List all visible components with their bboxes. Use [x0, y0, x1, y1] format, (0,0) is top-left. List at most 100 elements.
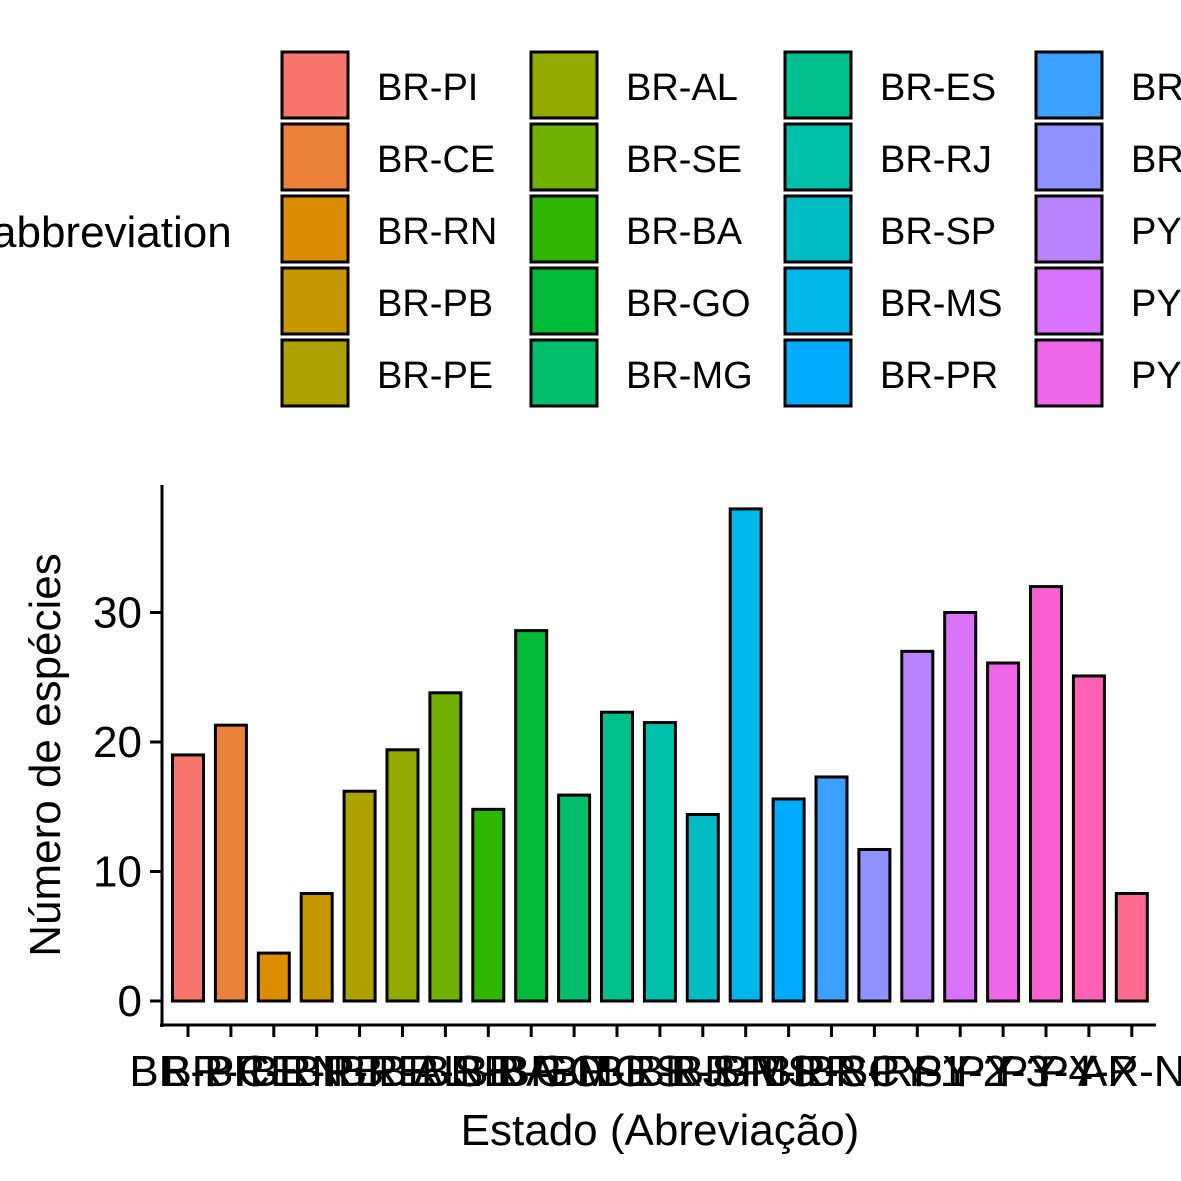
legend-items: BR-PI BR-CE BR-RN BR-PB BR-PE BR-AL BR-SE BR-BA…: [280, 50, 1181, 408]
x-tick-label: BR-CE: [162, 1047, 299, 1096]
legend-label: BR-PB: [377, 283, 493, 325]
bar-py-2: [943, 611, 978, 1003]
x-tick-label: BR-PB: [249, 1047, 383, 1096]
legend-label: BR-MS: [880, 283, 1002, 325]
x-tick-label: BR-ES: [550, 1047, 684, 1096]
legend-swatch: [280, 266, 350, 336]
bar-ar-n: [1114, 892, 1149, 1003]
bar-py-4: [1029, 585, 1063, 1003]
legend-label: BR-PI: [377, 67, 478, 109]
y-axis-title: Número de espécies: [21, 553, 70, 957]
legend-swatch: [783, 122, 853, 192]
legend-label: BR-PE: [377, 355, 493, 397]
y-tick-label: 10: [93, 848, 142, 897]
x-tick-label: BR-MS: [675, 1047, 817, 1096]
legend-label: PY: [1131, 355, 1181, 397]
legend-label: BR-SP: [880, 211, 996, 253]
legend-label: BR-RJ: [880, 139, 992, 181]
legend-swatch: [1034, 50, 1104, 120]
y-tick-label: 30: [93, 589, 142, 638]
legend-swatch: [783, 50, 853, 120]
legend-title: abbreviation: [0, 208, 232, 257]
bar-br-pi: [171, 753, 205, 1003]
bar-py-x: [1071, 674, 1106, 1003]
bar-br-rn: [256, 951, 291, 1003]
legend-label: BR-PR: [880, 355, 998, 397]
bar-br-es: [600, 710, 634, 1003]
x-tick-label: BR-PE: [292, 1047, 426, 1096]
bar-br-rs: [857, 847, 892, 1003]
x-tick-label: PY-4: [999, 1047, 1093, 1096]
x-tick-label: BR-SC: [763, 1047, 900, 1096]
legend-swatch: [1034, 194, 1104, 264]
x-tick-label: BR-RS: [806, 1047, 943, 1096]
x-tick-label: BR-SP: [636, 1047, 770, 1096]
legend-swatch: [529, 194, 599, 264]
legend-label: BR-ES: [880, 67, 996, 109]
bar-br-pr: [771, 797, 806, 1003]
x-tick-label: AR-N: [1078, 1047, 1181, 1096]
bar-br-ce: [213, 723, 248, 1003]
x-tick-label: PY-3: [956, 1047, 1050, 1096]
legend-swatch: [280, 338, 350, 408]
bar-br-ba: [471, 807, 506, 1003]
x-tick-label: BR-PI: [129, 1047, 246, 1096]
x-tick-label: BR-MG: [501, 1047, 648, 1096]
legend-swatch: [783, 194, 853, 264]
legend-label: BR-AL: [626, 67, 738, 109]
bar-br-pb: [299, 892, 334, 1003]
legend-swatch: [529, 122, 599, 192]
bar-br-go: [514, 629, 549, 1003]
legend-swatch: [280, 194, 350, 264]
bar-br-mg: [557, 793, 592, 1003]
y-ticks: 0 10 20 30: [93, 589, 162, 1026]
x-ticks: BR-PIBR-CEBR-RNBR-PBBR-PEBR-ALBR-SEBR-BA…: [129, 1025, 1181, 1096]
bar-br-se: [428, 691, 463, 1003]
legend-label: PY: [1131, 283, 1181, 325]
legend-label: BR-SE: [626, 139, 742, 181]
legend-label: BR-CE: [377, 139, 495, 181]
bars: [171, 507, 1149, 1003]
x-axis-title: Estado (Abreviação): [461, 1106, 860, 1155]
x-tick-label: BR-GO: [459, 1047, 603, 1096]
legend-label: BR: [1131, 67, 1181, 109]
legend-label: BR-RN: [377, 211, 497, 253]
legend-label: BR-BA: [626, 211, 743, 253]
legend-swatch: [783, 338, 853, 408]
legend-swatch: [280, 122, 350, 192]
legend-label: BR-MG: [626, 355, 753, 397]
legend-swatch: [529, 266, 599, 336]
bar-br-sp: [685, 813, 720, 1003]
y-tick-label: 20: [93, 718, 142, 767]
bar-br-pe: [342, 789, 377, 1003]
legend-swatch: [1034, 122, 1104, 192]
x-tick-label: BR-PR: [720, 1047, 857, 1096]
bar-br-ms: [728, 507, 763, 1003]
x-tick-label: PY-2: [913, 1047, 1007, 1096]
bar-py-3: [986, 661, 1021, 1003]
legend-label: BR-GO: [626, 283, 751, 325]
legend-swatch: [529, 338, 599, 408]
x-tick-label: BR-AL: [338, 1047, 468, 1096]
x-tick-label: BR-BA: [421, 1047, 556, 1096]
legend-swatch: [280, 50, 350, 120]
bar-br-sc: [814, 775, 849, 1003]
legend-swatch: [783, 266, 853, 336]
legend-swatch: [1034, 266, 1104, 336]
x-tick-label: PY-X: [1040, 1047, 1139, 1096]
y-tick-label: 0: [118, 977, 142, 1026]
bar-br-rj: [642, 721, 677, 1003]
legend-swatch: [1034, 338, 1104, 408]
legend-label: BR: [1131, 139, 1181, 181]
x-tick-label: BR-SE: [378, 1047, 512, 1096]
bar-py-1: [900, 649, 935, 1003]
x-tick-label: PY-1: [870, 1047, 964, 1096]
legend: abbreviation BR-PIBR-CEBR-RNBR-PBBR-PEBR…: [0, 50, 1181, 408]
bar-br-al: [385, 748, 420, 1003]
x-tick-label: BR-RJ: [595, 1047, 725, 1096]
x-tick-label: BR-RN: [204, 1047, 343, 1096]
legend-swatch: [529, 50, 599, 120]
legend-label: PY: [1131, 211, 1181, 253]
